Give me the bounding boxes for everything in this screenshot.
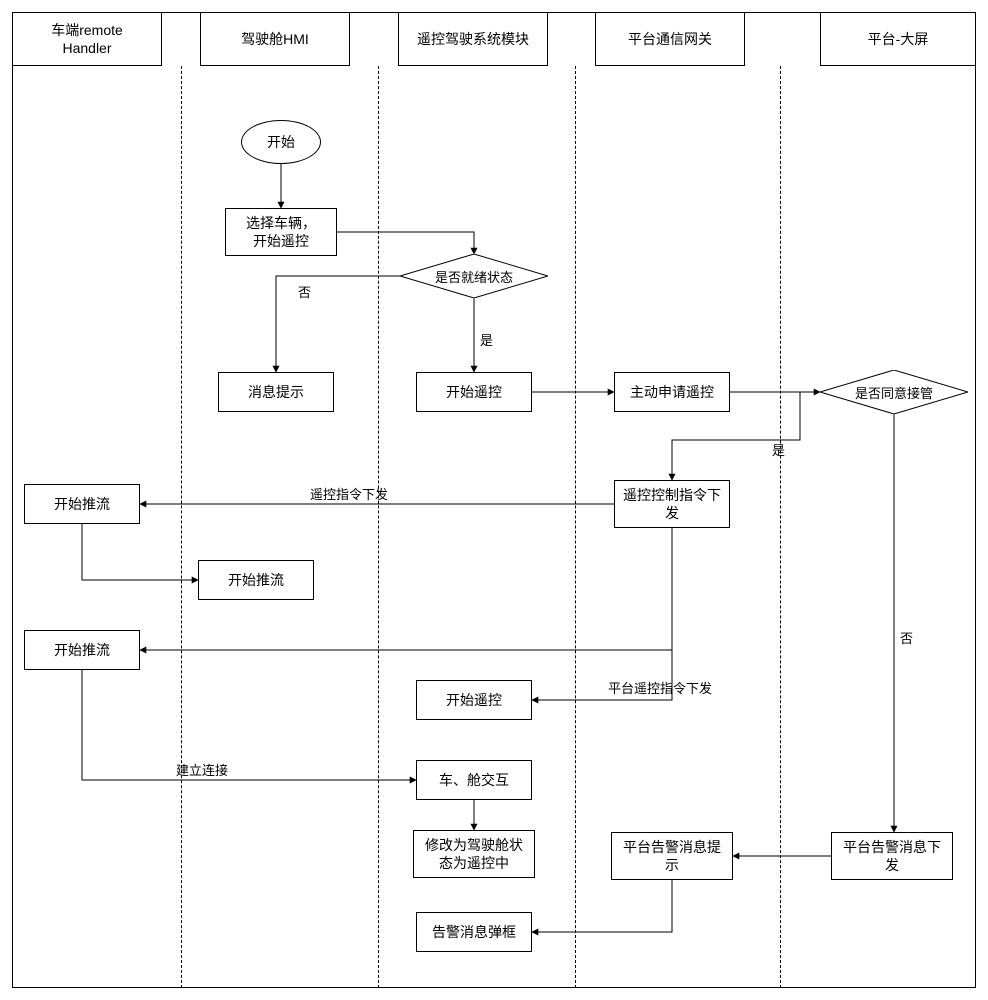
lane-label: 遥控驾驶系统模块: [417, 30, 529, 48]
lane-header-5: 平台-大屏: [820, 12, 976, 66]
start-remote-2-node: 开始遥控: [416, 680, 532, 720]
apply-remote-node: 主动申请遥控: [614, 372, 730, 412]
ready-decision: 是否就绪状态: [400, 254, 548, 298]
push-stream-1-node: 开始推流: [24, 484, 140, 524]
lane-divider: [780, 66, 781, 988]
msg-tip-node: 消息提示: [218, 372, 334, 412]
edge-label-no1: 否: [298, 282, 311, 301]
lane-divider: [181, 66, 182, 988]
lane-header-2: 驾驶舱HMI: [200, 12, 350, 66]
edge-label-yes1: 是: [480, 330, 493, 349]
node-label: 告警消息弹框: [432, 923, 516, 941]
node-label: 开始推流: [228, 571, 284, 589]
edge-label-platcmd: 平台遥控指令下发: [608, 678, 712, 697]
edge-label-connect: 建立连接: [176, 760, 228, 779]
node-label: 车、舱交互: [439, 771, 509, 789]
lane-header-3: 遥控驾驶系统模块: [398, 12, 548, 66]
node-label: 主动申请遥控: [630, 383, 714, 401]
node-label: 开始推流: [54, 641, 110, 659]
alarm-send-node: 平台告警消息下发: [831, 832, 953, 880]
lane-label: 驾驶舱HMI: [241, 30, 309, 48]
lane-divider: [378, 66, 379, 988]
node-label: 遥控控制指令下发: [623, 486, 721, 522]
node-label: 修改为驾驶舱状态为遥控中: [425, 836, 523, 872]
node-label: 开始遥控: [446, 691, 502, 709]
start-node: 开始: [241, 120, 321, 164]
start-remote-1-node: 开始遥控: [416, 372, 532, 412]
push-stream-2-node: 开始推流: [198, 560, 314, 600]
node-label: 平台告警消息下发: [843, 838, 941, 874]
edge-label-cmd: 遥控指令下发: [310, 484, 388, 503]
node-label: 开始: [267, 132, 295, 152]
alarm-tip-node: 平台告警消息提示: [611, 832, 733, 880]
agree-decision: 是否同意接管: [820, 370, 968, 414]
node-label: 开始遥控: [446, 383, 502, 401]
lane-label: 平台通信网关: [628, 30, 712, 48]
select-vehicle-node: 选择车辆，开始遥控: [225, 208, 337, 256]
edge-label-no2: 否: [900, 628, 913, 647]
cmd-issue-node: 遥控控制指令下发: [614, 480, 730, 528]
modify-status-node: 修改为驾驶舱状态为遥控中: [413, 830, 535, 878]
node-label: 是否就绪状态: [435, 267, 513, 286]
lane-header-1: 车端remoteHandler: [12, 12, 162, 66]
alarm-popup-node: 告警消息弹框: [416, 912, 532, 952]
lane-divider: [575, 66, 576, 988]
node-label: 选择车辆，开始遥控: [246, 214, 316, 250]
node-label: 平台告警消息提示: [623, 838, 721, 874]
interact-node: 车、舱交互: [416, 760, 532, 800]
lane-label: 平台-大屏: [868, 30, 929, 48]
node-label: 开始推流: [54, 495, 110, 513]
lane-label: 车端remoteHandler: [51, 21, 123, 57]
swimlane-canvas: 车端remoteHandler 驾驶舱HMI 遥控驾驶系统模块 平台通信网关 平…: [0, 0, 988, 1000]
lane-header-4: 平台通信网关: [595, 12, 745, 66]
node-label: 消息提示: [248, 383, 304, 401]
edge-label-yes2: 是: [772, 440, 785, 459]
push-stream-3-node: 开始推流: [24, 630, 140, 670]
node-label: 是否同意接管: [855, 383, 933, 402]
